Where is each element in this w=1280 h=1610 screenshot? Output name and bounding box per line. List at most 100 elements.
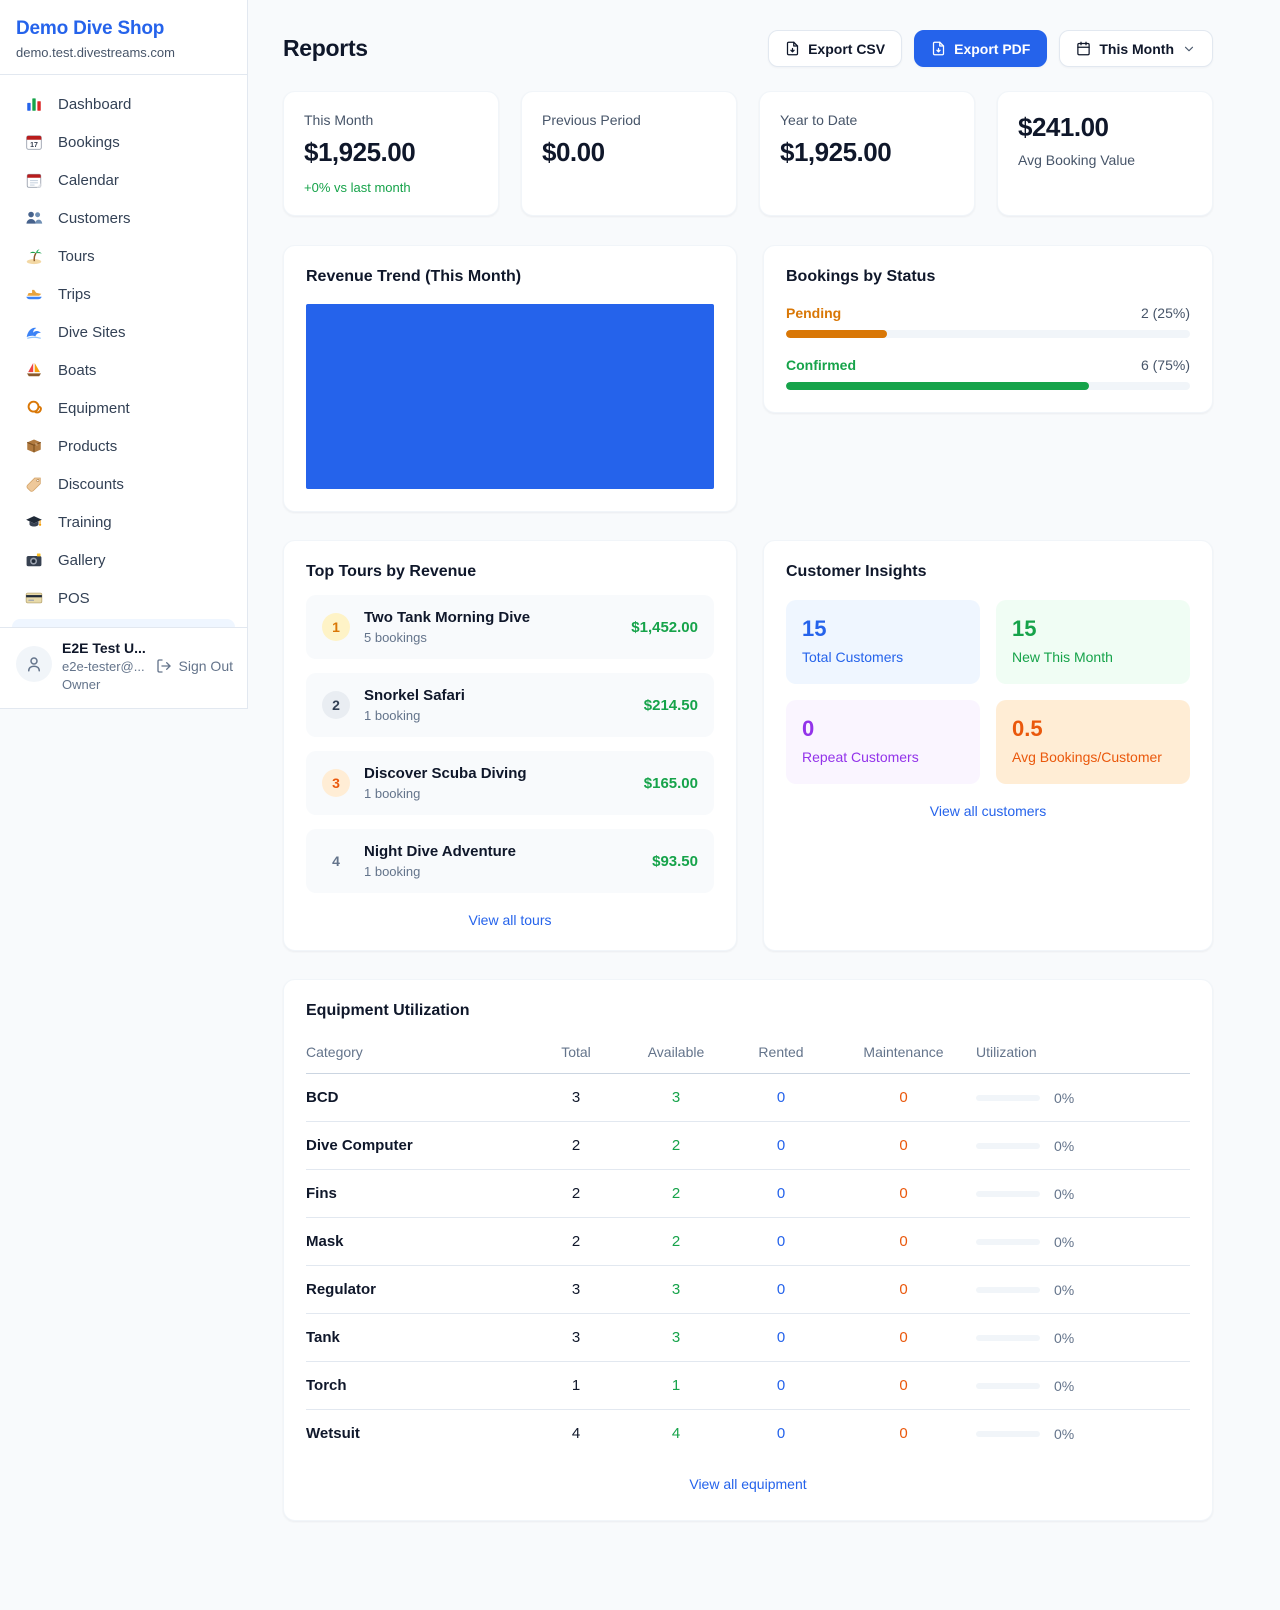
- sidebar-item-equipment[interactable]: Equipment: [12, 389, 235, 427]
- revenue-trend-card: Revenue Trend (This Month): [283, 245, 737, 512]
- utilization-percent: 0%: [1054, 1425, 1075, 1442]
- tour-name: Night Dive Adventure: [364, 843, 516, 860]
- tour-name: Snorkel Safari: [364, 687, 465, 704]
- cell-category: Mask: [306, 1217, 531, 1266]
- sidebar-item-reports-partial[interactable]: [12, 619, 235, 627]
- utilization-cell: 0%: [976, 1186, 1190, 1202]
- sidebar-item-tours[interactable]: Tours: [12, 237, 235, 275]
- sidebar-item-products[interactable]: Products: [12, 427, 235, 465]
- insight-label: Avg Bookings/Customer: [1012, 749, 1162, 765]
- user-email: e2e-tester@...: [62, 659, 145, 674]
- insight-label: Repeat Customers: [802, 749, 919, 765]
- user-name: E2E Test U...: [62, 640, 146, 656]
- cell-total: 2: [531, 1169, 621, 1218]
- diving-mask-icon: [24, 399, 44, 417]
- rank-badge: 2: [322, 691, 350, 719]
- sidebar-item-customers[interactable]: Customers: [12, 199, 235, 237]
- customer-insights-card: Customer Insights 15 Total Customers 15 …: [763, 540, 1213, 951]
- calendar-icon: [1077, 41, 1091, 56]
- stat-card-year-to-date: Year to Date $1,925.00: [759, 91, 975, 216]
- utilization-cell: 0%: [976, 1378, 1190, 1394]
- equipment-table-body: BCD 3 3 0 0 0% Dive: [306, 1073, 1190, 1458]
- cell-category: Wetsuit: [306, 1425, 360, 1442]
- sign-out-label: Sign Out: [178, 658, 233, 674]
- tour-list-item: 1 Two Tank Morning Dive 5 bookings $1,45…: [306, 595, 714, 659]
- equipment-table-header: Category Total Available Rented Maintena…: [306, 1034, 1190, 1074]
- column-header-rented: Rented: [731, 1034, 831, 1074]
- bar-chart-icon: [24, 95, 44, 113]
- nav-label: Bookings: [58, 133, 120, 151]
- utilization-percent: 0%: [1054, 1137, 1075, 1154]
- period-label: This Month: [1099, 40, 1174, 57]
- export-pdf-button[interactable]: Export PDF: [914, 30, 1048, 67]
- status-row: Pending 2 (25%): [786, 305, 1190, 338]
- wave-icon: [24, 323, 44, 341]
- cell-total: 3: [531, 1265, 621, 1314]
- cell-available: 2: [621, 1121, 731, 1170]
- cell-category: Fins: [306, 1169, 531, 1218]
- sidebar-item-discounts[interactable]: Discounts: [12, 465, 235, 503]
- cell-available: 1: [621, 1361, 731, 1410]
- insight-label: New This Month: [1012, 649, 1113, 665]
- page-header: Reports Export CSV Export PDF This Month: [283, 0, 1213, 67]
- cell-maintenance: 0: [831, 1121, 976, 1170]
- cell-category: Tank: [306, 1313, 531, 1362]
- tour-name: Two Tank Morning Dive: [364, 609, 531, 626]
- sidebar-item-training[interactable]: Training: [12, 503, 235, 541]
- sign-out-button[interactable]: Sign Out: [156, 658, 233, 674]
- export-csv-button[interactable]: Export CSV: [768, 30, 903, 67]
- page-title: Reports: [283, 35, 368, 61]
- tour-amount: $93.50: [652, 852, 698, 870]
- insight-value: 0.5: [1012, 716, 1043, 741]
- cell-available: 3: [621, 1265, 731, 1314]
- nav-label: Training: [58, 513, 112, 531]
- sidebar-item-gallery[interactable]: Gallery: [12, 541, 235, 579]
- tour-list-item: 3 Discover Scuba Diving 1 booking $165.0…: [306, 751, 714, 815]
- bookings-by-status-card: Bookings by Status Pending 2 (25%): [763, 245, 1213, 413]
- status-count: 6 (75%): [1140, 357, 1190, 373]
- tear-off-calendar-icon: [24, 171, 44, 189]
- sidebar-item-trips[interactable]: Trips: [12, 275, 235, 313]
- equipment-utilization-title: Equipment Utilization: [306, 1002, 470, 1019]
- cell-category: Dive Computer: [306, 1121, 531, 1170]
- stats-row: This Month $1,925.00 +0% vs last month P…: [283, 91, 1213, 216]
- nav-label: Boats: [58, 361, 97, 379]
- utilization-bar-track: [976, 1382, 1040, 1389]
- tour-name: Discover Scuba Diving: [364, 765, 527, 782]
- period-dropdown[interactable]: This Month: [1059, 30, 1213, 67]
- sidebar-item-dive-sites[interactable]: Dive Sites: [12, 313, 235, 351]
- user-info: E2E Test U... e2e-tester@... Owner: [62, 640, 146, 692]
- nav-label: Trips: [58, 285, 91, 303]
- sidebar-item-boats[interactable]: Boats: [12, 351, 235, 389]
- utilization-bar-track: [976, 1190, 1040, 1197]
- sidebar-item-calendar[interactable]: Calendar: [12, 161, 235, 199]
- sidebar-item-bookings[interactable]: 17 Bookings: [12, 123, 235, 161]
- insight-tile: 15 Total Customers: [786, 600, 980, 684]
- utilization-cell: 0%: [976, 1330, 1190, 1346]
- view-all-customers-link[interactable]: View all customers: [786, 803, 1190, 819]
- stat-card-avg-booking-value: $241.00 Avg Booking Value: [997, 91, 1213, 216]
- cell-available: 3: [621, 1313, 731, 1362]
- cell-rented: 0: [731, 1361, 831, 1410]
- avatar: [16, 646, 52, 682]
- cell-total: 2: [531, 1121, 621, 1170]
- bookings-by-status-title: Bookings by Status: [786, 268, 936, 285]
- utilization-cell: 0%: [976, 1090, 1190, 1106]
- tour-bookings: 1 booking: [364, 708, 421, 723]
- equipment-utilization-card: Equipment Utilization Category Total Ava…: [283, 979, 1213, 1521]
- view-all-equipment-link[interactable]: View all equipment: [306, 1476, 1190, 1492]
- sidebar-item-dashboard[interactable]: Dashboard: [12, 85, 235, 123]
- equipment-row: Torch 1 1 0 0 0%: [306, 1361, 1190, 1410]
- cell-rented: 0: [731, 1313, 831, 1362]
- shop-name: Demo Dive Shop: [16, 18, 165, 39]
- view-all-tours-link[interactable]: View all tours: [306, 912, 714, 928]
- stat-label: Avg Booking Value: [1018, 152, 1136, 168]
- revenue-trend-bar: [306, 304, 714, 489]
- sidebar-item-pos[interactable]: POS: [12, 579, 235, 617]
- revenue-trend-chart: [306, 304, 714, 489]
- customer-insights-title: Customer Insights: [786, 563, 927, 580]
- tour-amount: $214.50: [643, 696, 698, 714]
- nav-label: Products: [58, 437, 118, 455]
- status-row: Confirmed 6 (75%): [786, 357, 1190, 390]
- utilization-bar-track: [976, 1142, 1040, 1149]
